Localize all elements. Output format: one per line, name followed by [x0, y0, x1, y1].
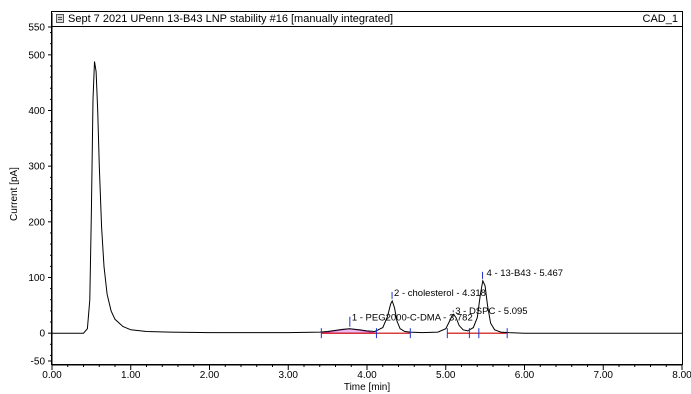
x-tick-label: 5.00	[436, 370, 456, 381]
y-tick-label: 100	[28, 273, 45, 284]
x-tick-label: 4.00	[357, 370, 377, 381]
x-tick-label: 7.00	[594, 370, 614, 381]
peak-label: 3 - DSPC - 5.095	[455, 306, 527, 317]
y-tick-label: 0	[39, 329, 45, 340]
peak-label: 1 - PEG2000-C-DMA - 3.782	[352, 313, 473, 324]
chart-title-bar: Sept 7 2021 UPenn 13-B43 LNP stability #…	[52, 12, 682, 27]
y-tick-label: 200	[28, 217, 45, 228]
x-tick-label: 0.00	[42, 370, 62, 381]
chromatogram-trace	[52, 61, 682, 334]
peak-label: 2 - cholesterol - 4.318	[394, 288, 486, 299]
chart-title: Sept 7 2021 UPenn 13-B43 LNP stability #…	[68, 13, 394, 25]
document-icon	[56, 14, 64, 23]
x-tick-label: 3.00	[279, 370, 299, 381]
x-tick-label: 6.00	[515, 370, 535, 381]
peak-label: 4 - 13-B43 - 5.467	[487, 268, 564, 279]
x-tick-label: 1.00	[121, 370, 141, 381]
y-tick-label: 500	[28, 50, 45, 61]
x-tick-label: 8.00	[672, 370, 691, 381]
y-tick-label: -50	[31, 357, 46, 368]
channel-label: CAD_1	[642, 13, 678, 25]
y-tick-label: 300	[28, 162, 45, 173]
chromatogram-plot-area[interactable]	[51, 11, 683, 365]
x-tick-label: 2.00	[200, 370, 220, 381]
y-tick-label: 550	[28, 23, 45, 34]
x-axis-title: Time [min]	[344, 382, 391, 393]
y-tick-label: 400	[28, 106, 45, 117]
y-axis-title: Current [pA]	[9, 167, 20, 221]
